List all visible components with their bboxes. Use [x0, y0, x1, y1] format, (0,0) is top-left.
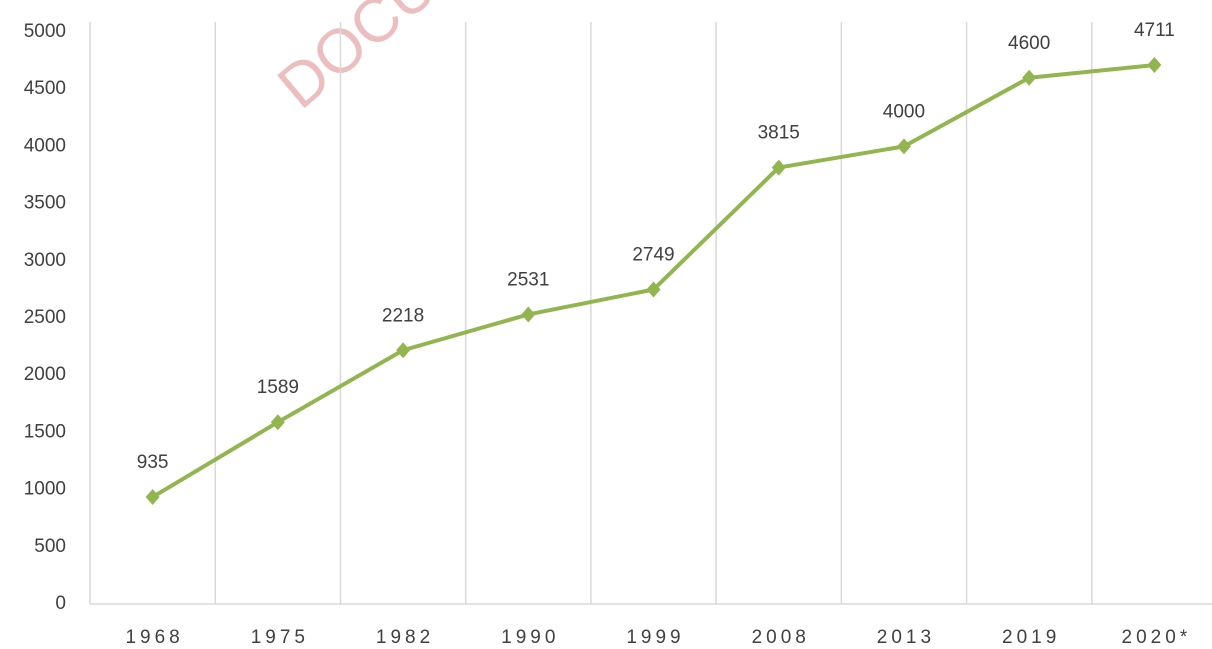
data-label: 4600 [1008, 33, 1050, 54]
marker [521, 306, 536, 323]
y-tick-label: 2000 [24, 364, 66, 385]
x-tick-label: 2013 [877, 627, 935, 648]
marker [646, 281, 661, 298]
data-label: 1589 [257, 377, 299, 398]
x-tick-label: 1975 [251, 627, 309, 648]
marker [145, 489, 160, 506]
data-label: 3815 [758, 123, 800, 144]
data-label: 935 [137, 452, 169, 473]
y-tick-label: 1000 [24, 479, 66, 500]
x-tick-label: 2008 [752, 627, 810, 648]
marker [771, 159, 786, 176]
y-tick-label: 3000 [24, 250, 66, 271]
marker [1147, 57, 1162, 74]
watermark: DOCU [265, 0, 449, 122]
marker [270, 414, 285, 431]
x-tick-label: 1968 [125, 627, 183, 648]
y-tick-label: 500 [34, 536, 66, 557]
y-tick-label: 4500 [24, 78, 66, 99]
data-label: 2218 [382, 305, 424, 326]
y-tick-label: 1500 [24, 421, 66, 442]
y-tick-label: 4000 [24, 135, 66, 156]
x-tick-label: 1999 [626, 627, 684, 648]
x-tick-label: 2020* [1122, 627, 1192, 648]
data-label: 4000 [883, 101, 925, 122]
x-tick-label: 2019 [1002, 627, 1060, 648]
y-tick-label: 3500 [24, 193, 66, 214]
line [151, 63, 1155, 499]
x-tick-label: 1990 [501, 627, 559, 648]
marker [396, 342, 411, 359]
marker [1022, 69, 1037, 86]
data-label: 2531 [507, 269, 549, 290]
data-label: 2749 [632, 245, 674, 266]
y-tick-label: 0 [55, 593, 66, 614]
y-tick-label: 2500 [24, 307, 66, 328]
x-tick-label: 1982 [376, 627, 434, 648]
marker [896, 138, 911, 155]
y-tick-label: 5000 [24, 21, 66, 42]
data-label: 4711 [1134, 20, 1175, 41]
